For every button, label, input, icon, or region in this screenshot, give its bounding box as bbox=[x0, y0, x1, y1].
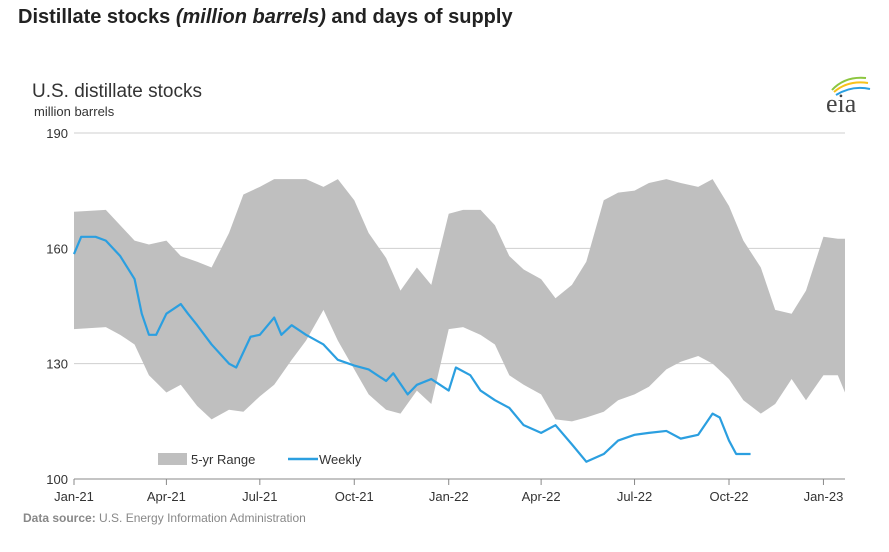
legend: 5-yr Range Weekly bbox=[158, 452, 362, 467]
x-tick-label: Apr-22 bbox=[522, 489, 561, 504]
legend-label-range: 5-yr Range bbox=[191, 452, 255, 467]
chart-title: U.S. distillate stocks bbox=[32, 81, 202, 102]
svg-text:eia: eia bbox=[826, 89, 857, 118]
y-axis-unit: million barrels bbox=[34, 104, 115, 119]
x-tick-label: Oct-22 bbox=[709, 489, 748, 504]
eia-logo: eia bbox=[826, 76, 871, 118]
y-tick-label: 100 bbox=[46, 472, 68, 487]
x-tick-label: Jan-22 bbox=[429, 489, 469, 504]
data-source: Data source: U.S. Energy Information Adm… bbox=[23, 511, 306, 525]
legend-label-weekly: Weekly bbox=[319, 452, 362, 467]
y-tick-label: 160 bbox=[46, 241, 68, 256]
x-tick-label: Jul-21 bbox=[242, 489, 277, 504]
x-tick-label: Apr-21 bbox=[147, 489, 186, 504]
y-tick-label: 190 bbox=[46, 126, 68, 141]
range-band bbox=[74, 179, 845, 422]
x-tick-label: Jul-22 bbox=[617, 489, 652, 504]
x-tick-label: Jan-23 bbox=[804, 489, 844, 504]
x-tick-label: Oct-21 bbox=[335, 489, 374, 504]
y-tick-label: 130 bbox=[46, 357, 68, 372]
page-title: Distillate stocks (million barrels) and … bbox=[18, 6, 513, 28]
weekly-line bbox=[72, 235, 751, 463]
x-tick-label: Jan-21 bbox=[54, 489, 94, 504]
legend-swatch-range bbox=[158, 453, 187, 465]
